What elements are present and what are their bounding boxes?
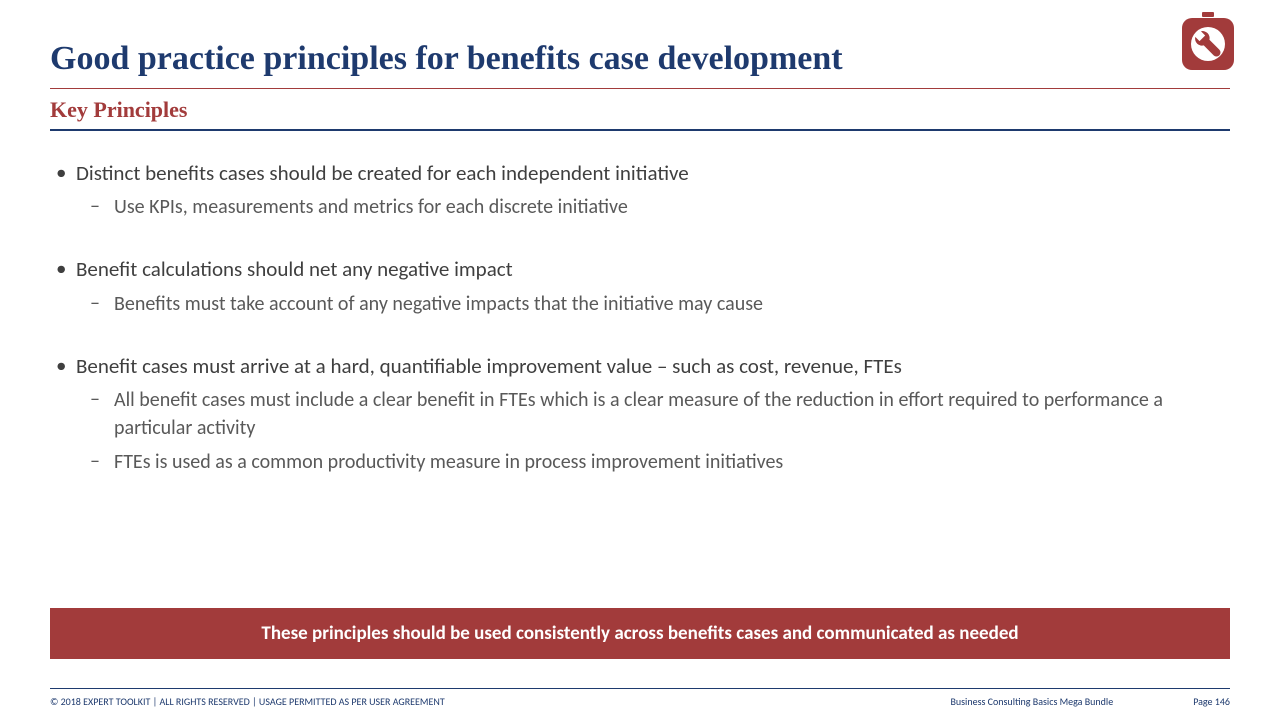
page-title: Good practice principles for benefits ca… xyxy=(50,40,1230,88)
toolkit-wrench-icon xyxy=(1180,12,1236,72)
sub-bullet-item: –All benefit cases must include a clear … xyxy=(90,386,1230,442)
slide-footer: © 2018 EXPERT TOOLKIT | ALL RIGHTS RESER… xyxy=(50,688,1230,708)
bullet-item: •Benefit cases must arrive at a hard, qu… xyxy=(50,352,1230,380)
footer-copyright: © 2018 EXPERT TOOLKIT | ALL RIGHTS RESER… xyxy=(50,695,445,708)
section-subtitle: Key Principles xyxy=(50,97,1230,131)
bullet-text: Benefit calculations should net any nega… xyxy=(76,255,513,283)
title-underline xyxy=(50,88,1230,89)
sub-bullet-item: –Use KPIs, measurements and metrics for … xyxy=(90,193,1230,221)
bullet-text: Distinct benefits cases should be create… xyxy=(76,159,689,187)
sub-bullet-item: –FTEs is used as a common productivity m… xyxy=(90,448,1230,476)
sub-bullet-text: Use KPIs, measurements and metrics for e… xyxy=(114,193,628,221)
footer-page-number: Page 146 xyxy=(1193,695,1230,708)
bullet-text: Benefit cases must arrive at a hard, qua… xyxy=(76,352,902,380)
sub-bullet-text: All benefit cases must include a clear b… xyxy=(114,386,1230,442)
callout-banner: These principles should be used consiste… xyxy=(50,608,1230,659)
footer-bundle-name: Business Consulting Basics Mega Bundle xyxy=(950,695,1113,708)
content-body: •Distinct benefits cases should be creat… xyxy=(50,159,1230,476)
sub-bullet-text: FTEs is used as a common productivity me… xyxy=(114,448,783,476)
sub-bullet-text: Benefits must take account of any negati… xyxy=(114,290,763,318)
bullet-item: •Distinct benefits cases should be creat… xyxy=(50,159,1230,187)
sub-bullet-item: –Benefits must take account of any negat… xyxy=(90,290,1230,318)
bullet-item: •Benefit calculations should net any neg… xyxy=(50,255,1230,283)
